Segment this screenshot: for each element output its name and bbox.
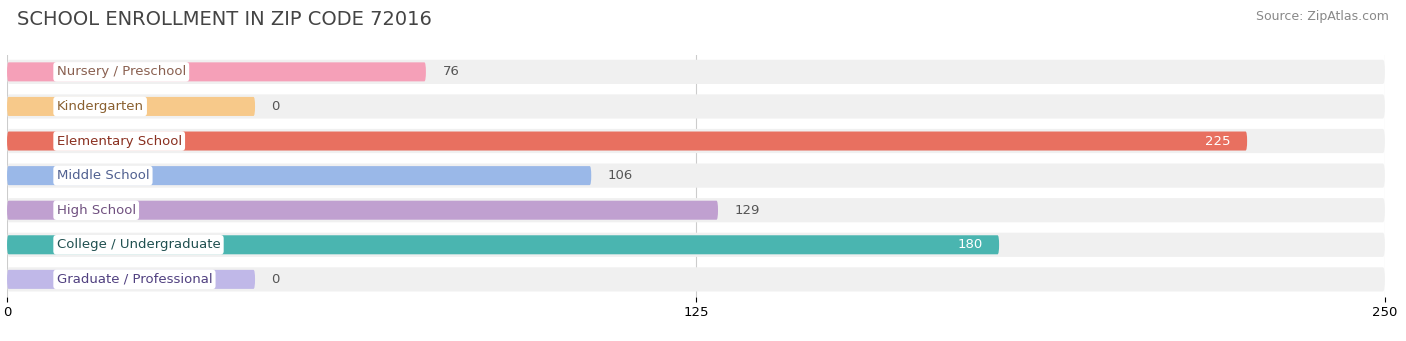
Text: Kindergarten: Kindergarten: [56, 100, 143, 113]
Text: 180: 180: [957, 238, 983, 251]
FancyBboxPatch shape: [7, 270, 254, 289]
FancyBboxPatch shape: [7, 132, 1247, 150]
FancyBboxPatch shape: [7, 62, 426, 81]
Text: Nursery / Preschool: Nursery / Preschool: [56, 65, 186, 78]
Text: Elementary School: Elementary School: [56, 135, 181, 148]
Text: Graduate / Professional: Graduate / Professional: [56, 273, 212, 286]
FancyBboxPatch shape: [7, 201, 718, 220]
Text: College / Undergraduate: College / Undergraduate: [56, 238, 221, 251]
Text: 129: 129: [734, 204, 759, 217]
Text: 106: 106: [607, 169, 633, 182]
FancyBboxPatch shape: [7, 60, 1385, 84]
FancyBboxPatch shape: [7, 233, 1385, 257]
Text: SCHOOL ENROLLMENT IN ZIP CODE 72016: SCHOOL ENROLLMENT IN ZIP CODE 72016: [17, 10, 432, 29]
FancyBboxPatch shape: [7, 235, 1000, 254]
Text: 76: 76: [443, 65, 460, 78]
FancyBboxPatch shape: [7, 129, 1385, 153]
Text: Middle School: Middle School: [56, 169, 149, 182]
FancyBboxPatch shape: [7, 97, 254, 116]
FancyBboxPatch shape: [7, 198, 1385, 222]
Text: High School: High School: [56, 204, 136, 217]
FancyBboxPatch shape: [7, 164, 1385, 188]
Text: 0: 0: [271, 100, 280, 113]
FancyBboxPatch shape: [7, 267, 1385, 292]
Text: 225: 225: [1205, 135, 1230, 148]
FancyBboxPatch shape: [7, 94, 1385, 119]
FancyBboxPatch shape: [7, 166, 592, 185]
Text: 0: 0: [271, 273, 280, 286]
Text: Source: ZipAtlas.com: Source: ZipAtlas.com: [1256, 10, 1389, 23]
